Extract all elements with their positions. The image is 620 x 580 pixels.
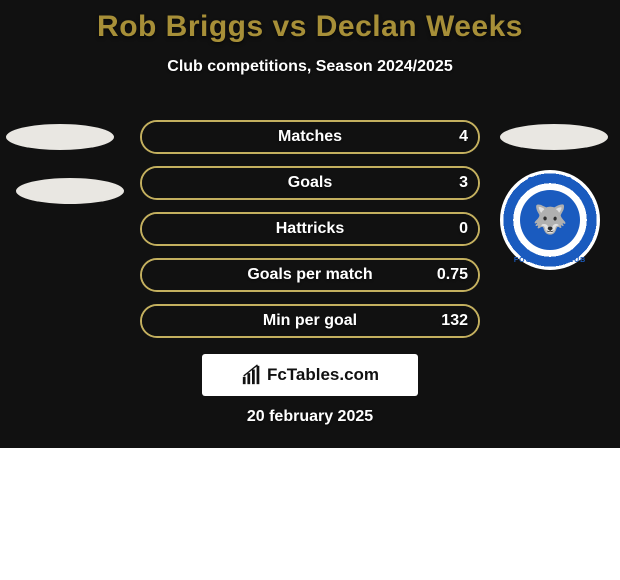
subtitle: Club competitions, Season 2024/2025 — [0, 58, 620, 76]
fill-right — [142, 260, 478, 290]
stat-track — [140, 258, 480, 292]
stat-row: Matches4 — [0, 120, 620, 166]
stat-track — [140, 120, 480, 154]
stat-track — [140, 212, 480, 246]
stat-row: Goals per match0.75 — [0, 258, 620, 304]
date-label: 20 february 2025 — [0, 408, 620, 426]
stat-value-right: 4 — [459, 120, 468, 154]
stat-value-right: 0.75 — [437, 258, 468, 292]
stat-row: Goals3 — [0, 166, 620, 212]
stat-track — [140, 304, 480, 338]
comparison-card: Rob Briggs vs Declan Weeks Club competit… — [0, 0, 620, 448]
bars-icon — [241, 364, 263, 386]
stat-rows: Matches4Goals3Hattricks0Goals per match0… — [0, 120, 620, 350]
fill-right — [142, 214, 478, 244]
stat-value-right: 3 — [459, 166, 468, 200]
stat-row: Min per goal132 — [0, 304, 620, 350]
stat-value-right: 132 — [441, 304, 468, 338]
fill-right — [142, 168, 478, 198]
stat-value-right: 0 — [459, 212, 468, 246]
stat-row: Hattricks0 — [0, 212, 620, 258]
fill-right — [142, 306, 478, 336]
brand-box: FcTables.com — [202, 354, 418, 396]
brand-text: FcTables.com — [267, 365, 379, 385]
stat-track — [140, 166, 480, 200]
page-title: Rob Briggs vs Declan Weeks — [0, 0, 620, 44]
fill-right — [142, 122, 478, 152]
